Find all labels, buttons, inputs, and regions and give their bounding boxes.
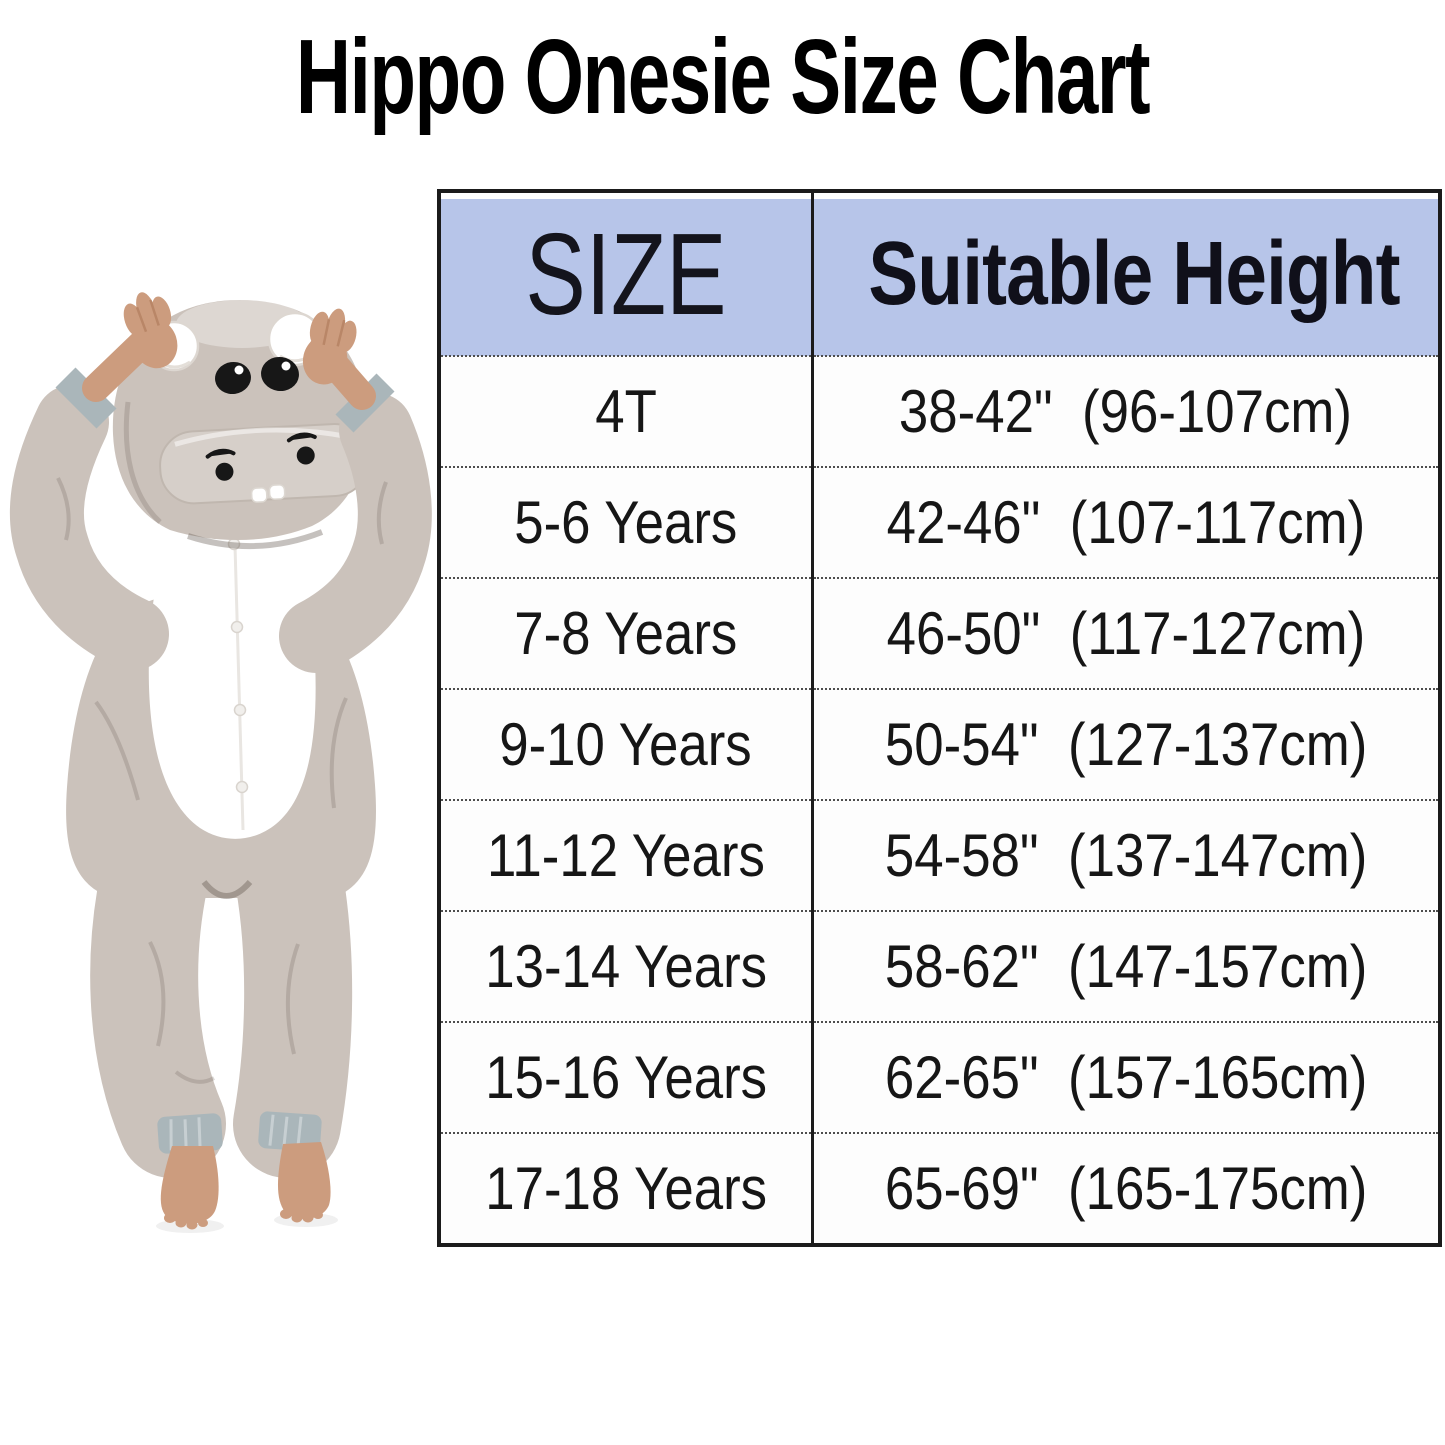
table-row: 7-8 Years 46-50" (117-127cm): [439, 577, 1440, 689]
column-header-size: SIZE: [439, 191, 812, 356]
hippo-onesie-figure: [9, 292, 432, 1233]
table-row: 17-18 Years 65-69" (165-175cm): [439, 1132, 1440, 1245]
table-row: 4T 38-42" (96-107cm): [439, 355, 1440, 467]
table-row: 11-12 Years 54-58" (137-147cm): [439, 799, 1440, 911]
right-foot: [277, 1142, 331, 1220]
crotch-shadow: [201, 879, 253, 899]
right-foot-toes: [280, 1209, 323, 1223]
chin-shadow: [187, 529, 324, 549]
left-ankle-cuff: [157, 1113, 223, 1154]
right-nostril: [296, 446, 315, 465]
tooth: [250, 487, 268, 503]
height-cell: 42-46" (107-117cm): [810, 466, 1440, 578]
sleeve-wrinkle: [376, 481, 388, 545]
size-cell: 9-10 Years: [439, 688, 812, 800]
hood-rim-shadow: [123, 401, 162, 524]
right-ankle-cuff: [258, 1111, 322, 1152]
size-cell: 13-14 Years: [439, 910, 812, 1022]
column-header-height: Suitable Height: [810, 191, 1440, 356]
left-eye-shine: [234, 365, 244, 375]
table-row: 9-10 Years 50-54" (127-137cm): [439, 688, 1440, 800]
height-cell: 65-69" (165-175cm): [810, 1132, 1440, 1245]
table-row: 15-16 Years 62-65" (157-165cm): [439, 1021, 1440, 1133]
left-nostril-mark: [205, 448, 236, 459]
left-foot-toes: [164, 1213, 208, 1230]
column-header-size-label: SIZE: [525, 209, 727, 339]
right-nostril-mark: [286, 432, 317, 443]
height-cell: 38-42" (96-107cm): [810, 355, 1440, 467]
leg-wrinkle: [148, 941, 166, 1047]
left-foot: [160, 1146, 219, 1224]
sleeve-wrinkle: [56, 477, 71, 541]
size-cell: 7-8 Years: [439, 577, 812, 689]
belly-panel: [148, 492, 316, 839]
left-hand: [123, 292, 178, 369]
right-hand: [302, 308, 357, 385]
left-nostril: [215, 462, 234, 481]
page-title-text: Hippo Onesie Size Chart: [295, 18, 1151, 136]
hippo-eyes: [215, 356, 299, 395]
size-cell: 11-12 Years: [439, 799, 812, 911]
left-leg: [90, 808, 226, 1178]
right-eye-shine: [281, 361, 291, 371]
right-arm-sleeve: [279, 393, 432, 673]
table-header-row: SIZE Suitable Height: [439, 191, 1440, 356]
size-cell: 15-16 Years: [439, 1021, 812, 1133]
torso-wrinkle: [94, 700, 140, 801]
torso-wrinkle: [329, 697, 348, 809]
height-cell: 62-65" (157-165cm): [810, 1021, 1440, 1133]
column-header-height-label: Suitable Height: [867, 224, 1400, 324]
left-arm-sleeve: [9, 385, 169, 671]
muzzle: [159, 423, 370, 505]
belly-buttons: [227, 537, 249, 794]
table-row: 5-6 Years 42-46" (107-117cm): [439, 466, 1440, 578]
height-cell: 58-62" (147-157cm): [810, 910, 1440, 1022]
leg-wrinkle: [285, 943, 300, 1055]
height-cell: 46-50" (117-127cm): [810, 577, 1440, 689]
height-cell: 54-58" (137-147cm): [810, 799, 1440, 911]
size-chart-table: SIZE Suitable Height 4T 38-42" (96-107cm…: [437, 189, 1442, 1247]
height-cell: 50-54" (127-137cm): [810, 688, 1440, 800]
page-title: Hippo Onesie Size Chart: [0, 24, 1445, 130]
product-photo: [9, 292, 432, 1233]
leg-wrinkle: [174, 1070, 215, 1084]
size-cell: 5-6 Years: [439, 466, 812, 578]
table-row: 13-14 Years 58-62" (147-157cm): [439, 910, 1440, 1022]
size-cell: 17-18 Years: [439, 1132, 812, 1245]
size-cell: 4T: [439, 355, 812, 467]
tooth: [268, 484, 286, 500]
